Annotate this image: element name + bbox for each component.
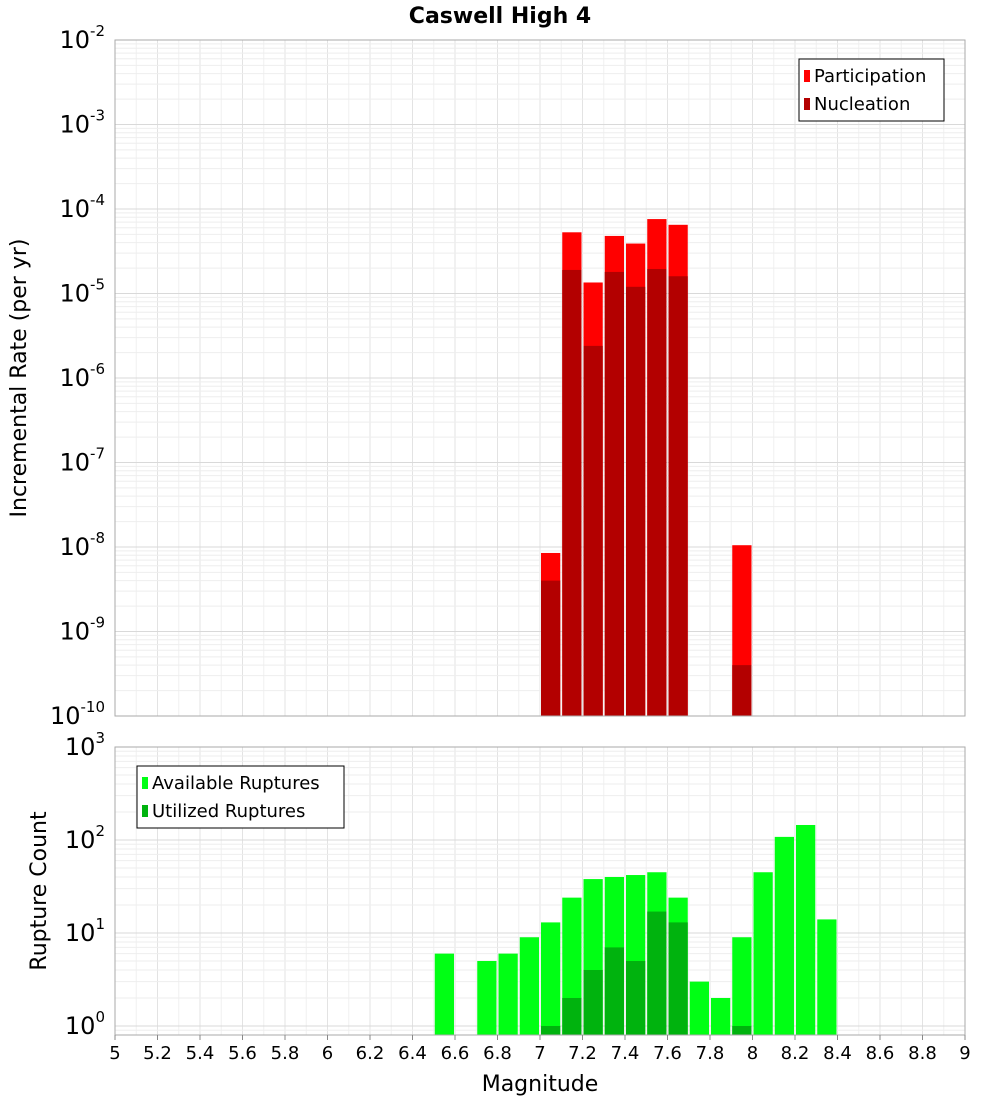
top-bar-nucleation — [562, 269, 582, 716]
x-tick-label: 6.4 — [398, 1043, 427, 1064]
x-axis-label: Magnitude — [482, 1072, 599, 1097]
bottom-bar-utilized-ruptures — [647, 911, 667, 1035]
bottom-bar-available-ruptures — [796, 824, 816, 1035]
top-bar-nucleation — [583, 345, 603, 716]
top-y-tick-label: 10-8 — [59, 529, 105, 561]
bottom-bar-available-ruptures — [689, 981, 709, 1035]
bottom-y-tick-label: 101 — [65, 915, 105, 947]
top-legend-swatch — [804, 98, 810, 110]
bottom-bars — [434, 824, 837, 1035]
top-y-tick-label: 10-2 — [59, 22, 105, 54]
x-tick-label: 8.8 — [908, 1043, 937, 1064]
bottom-legend-label: Utilized Ruptures — [152, 801, 305, 822]
x-tick-label: 5.2 — [143, 1043, 172, 1064]
x-tick-label: 8 — [747, 1043, 758, 1064]
bottom-legend: Available Ruptures Utilized Ruptures — [136, 765, 345, 829]
bottom-bar-available-ruptures — [774, 836, 794, 1035]
top-y-tick-label: 10-6 — [59, 360, 105, 392]
bottom-bar-utilized-ruptures — [541, 1025, 561, 1035]
x-tick-label: 5.4 — [186, 1043, 215, 1064]
top-legend-box — [798, 58, 945, 122]
top-legend-swatch — [804, 70, 810, 82]
bottom-bar-available-ruptures — [541, 922, 561, 1035]
bottom-bar-utilized-ruptures — [562, 997, 582, 1035]
bottom-bar-utilized-ruptures — [732, 1025, 752, 1035]
bottom-bar-utilized-ruptures — [583, 969, 603, 1035]
bottom-legend-box — [136, 765, 345, 829]
bottom-legend-label: Available Ruptures — [152, 773, 320, 794]
bottom-bar-utilized-ruptures — [604, 947, 624, 1035]
x-ticks: 5 5.2 5.4 5.6 5.8 6 6.2 6.4 6.6 6.8 7 7.2 7.4 7.6 7.8 8… — [109, 1035, 971, 1064]
top-bar-nucleation — [668, 276, 688, 716]
x-tick-label: 7.8 — [696, 1043, 725, 1064]
x-tick-label: 6.8 — [483, 1043, 512, 1064]
x-tick-label: 8.6 — [866, 1043, 895, 1064]
bottom-bar-available-ruptures — [817, 919, 837, 1035]
x-tick-label: 5 — [109, 1043, 120, 1064]
bottom-y-tick-label: 100 — [65, 1008, 105, 1040]
x-tick-label: 6.2 — [356, 1043, 385, 1064]
top-grid — [114, 39, 966, 717]
top-bar-nucleation — [647, 268, 667, 716]
bottom-bar-available-ruptures — [753, 872, 773, 1035]
top-y-axis-label: Incremental Rate (per yr) — [7, 239, 32, 518]
top-y-tick-label: 10-10 — [50, 698, 105, 730]
x-tick-label: 6.6 — [441, 1043, 470, 1064]
top-y-tick-label: 10-4 — [59, 191, 105, 223]
bottom-bar-available-ruptures — [732, 937, 752, 1035]
x-tick-label: 7.4 — [611, 1043, 640, 1064]
x-tick-label: 7.2 — [568, 1043, 597, 1064]
top-y-tick-label: 10-5 — [59, 276, 105, 308]
top-bar-nucleation — [626, 286, 646, 716]
top-legend-label: Nucleation — [814, 94, 910, 115]
bottom-y-axis-label: Rupture Count — [27, 811, 52, 971]
bottom-bar-utilized-ruptures — [668, 922, 688, 1035]
top-legend-label: Participation — [814, 66, 926, 87]
x-tick-label: 7 — [534, 1043, 545, 1064]
bottom-bar-available-ruptures — [519, 937, 539, 1035]
top-y-tick-label: 10-3 — [59, 107, 105, 139]
x-tick-label: 5.6 — [228, 1043, 257, 1064]
bottom-y-ticks: 100 101 102 103 — [65, 729, 105, 1040]
bottom-bar-available-ruptures — [498, 953, 518, 1035]
x-tick-label: 8.2 — [781, 1043, 810, 1064]
top-y-tick-label: 10-9 — [59, 614, 105, 646]
bottom-bar-utilized-ruptures — [626, 960, 646, 1035]
top-plot-frame — [114, 39, 966, 717]
x-tick-label: 5.8 — [271, 1043, 300, 1064]
top-bar-nucleation — [541, 580, 561, 716]
bottom-bar-available-ruptures — [477, 960, 497, 1035]
top-bars — [541, 219, 752, 716]
top-y-tick-label: 10-7 — [59, 445, 105, 477]
bottom-y-tick-label: 103 — [65, 729, 105, 761]
x-tick-label: 6 — [322, 1043, 333, 1064]
top-bar-nucleation — [732, 665, 752, 716]
bottom-bar-available-ruptures — [434, 953, 454, 1035]
top-legend: Participation Nucleation — [798, 58, 945, 122]
x-tick-label: 7.6 — [653, 1043, 682, 1064]
bottom-y-tick-label: 102 — [65, 822, 105, 854]
bottom-legend-swatch — [142, 805, 148, 817]
chart-title: Caswell High 4 — [409, 4, 591, 29]
bottom-legend-swatch — [142, 777, 148, 789]
bottom-bar-available-ruptures — [711, 997, 731, 1035]
x-tick-label: 8.4 — [823, 1043, 852, 1064]
top-bar-nucleation — [604, 271, 624, 716]
x-tick-label: 9 — [959, 1043, 970, 1064]
top-y-ticks: 10-10 10-9 10-8 10-7 10-6 10-5 10-4 10-3 10-2 — [50, 22, 105, 730]
